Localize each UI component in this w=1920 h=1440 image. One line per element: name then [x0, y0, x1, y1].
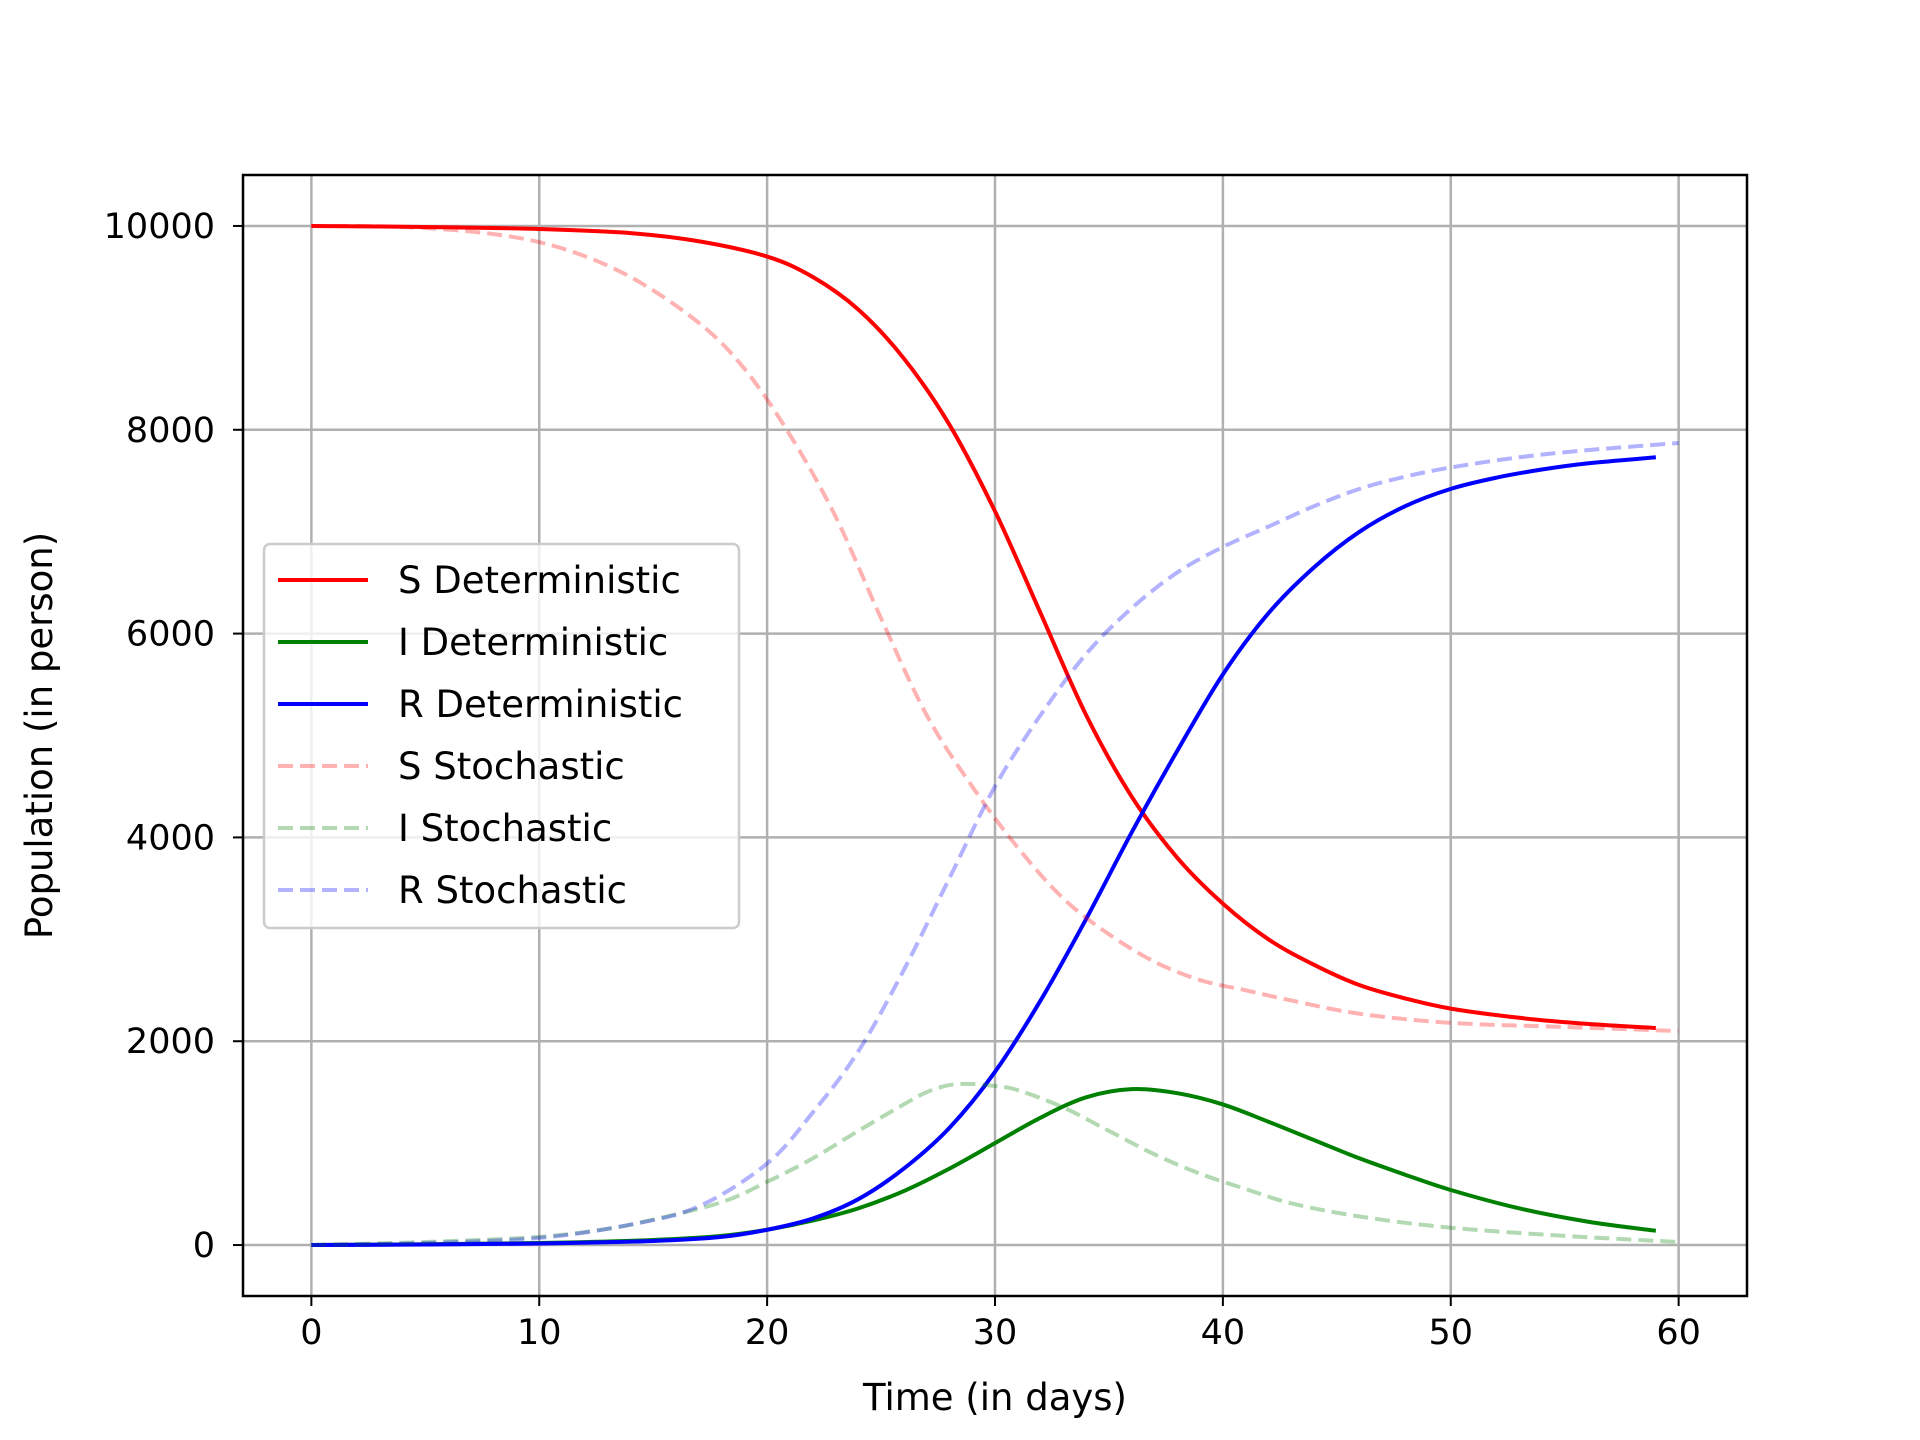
x-axis-label: Time (in days) [862, 1376, 1127, 1419]
series-lines [311, 223, 1679, 1248]
ticks: 0 10 20 30 40 50 60 0 2000 4000 6000 8000 10000 [104, 207, 1701, 1353]
series-line-r-stochastic [311, 441, 1679, 1248]
legend-label-r-deterministic: R Deterministic [398, 683, 683, 726]
y-tick-label: 10000 [104, 207, 215, 247]
x-tick-label: 0 [300, 1313, 322, 1353]
y-tick-label: 6000 [126, 615, 215, 655]
series-line-i-deterministic [311, 1086, 1657, 1248]
legend-label-r-stochastic: R Stochastic [398, 869, 627, 912]
series-line-i-stochastic [311, 1081, 1679, 1248]
series-line-s-deterministic [311, 223, 1656, 1030]
x-tick-label: 30 [973, 1313, 1018, 1353]
x-tick-label: 50 [1428, 1313, 1473, 1353]
y-axis-label: Population (in person) [18, 532, 61, 939]
y-tick-label: 2000 [126, 1022, 215, 1062]
legend-label-i-stochastic: I Stochastic [398, 807, 612, 850]
y-tick-label: 8000 [126, 411, 215, 451]
y-tick-label: 0 [193, 1226, 215, 1266]
legend-label-s-deterministic: S Deterministic [398, 559, 681, 602]
x-tick-label: 20 [745, 1313, 790, 1353]
legend: S Deterministic I Deterministic R Determin… [262, 542, 741, 930]
x-tick-label: 40 [1201, 1313, 1246, 1353]
legend-label-i-deterministic: I Deterministic [398, 621, 668, 664]
legend-box [262, 542, 741, 930]
series-line-s-stochastic [311, 223, 1679, 1034]
legend-label-s-stochastic: S Stochastic [398, 745, 625, 788]
series-line-r-deterministic [311, 455, 1657, 1248]
x-tick-label: 60 [1656, 1313, 1701, 1353]
y-tick-label: 4000 [126, 818, 215, 858]
x-tick-label: 10 [517, 1313, 562, 1353]
